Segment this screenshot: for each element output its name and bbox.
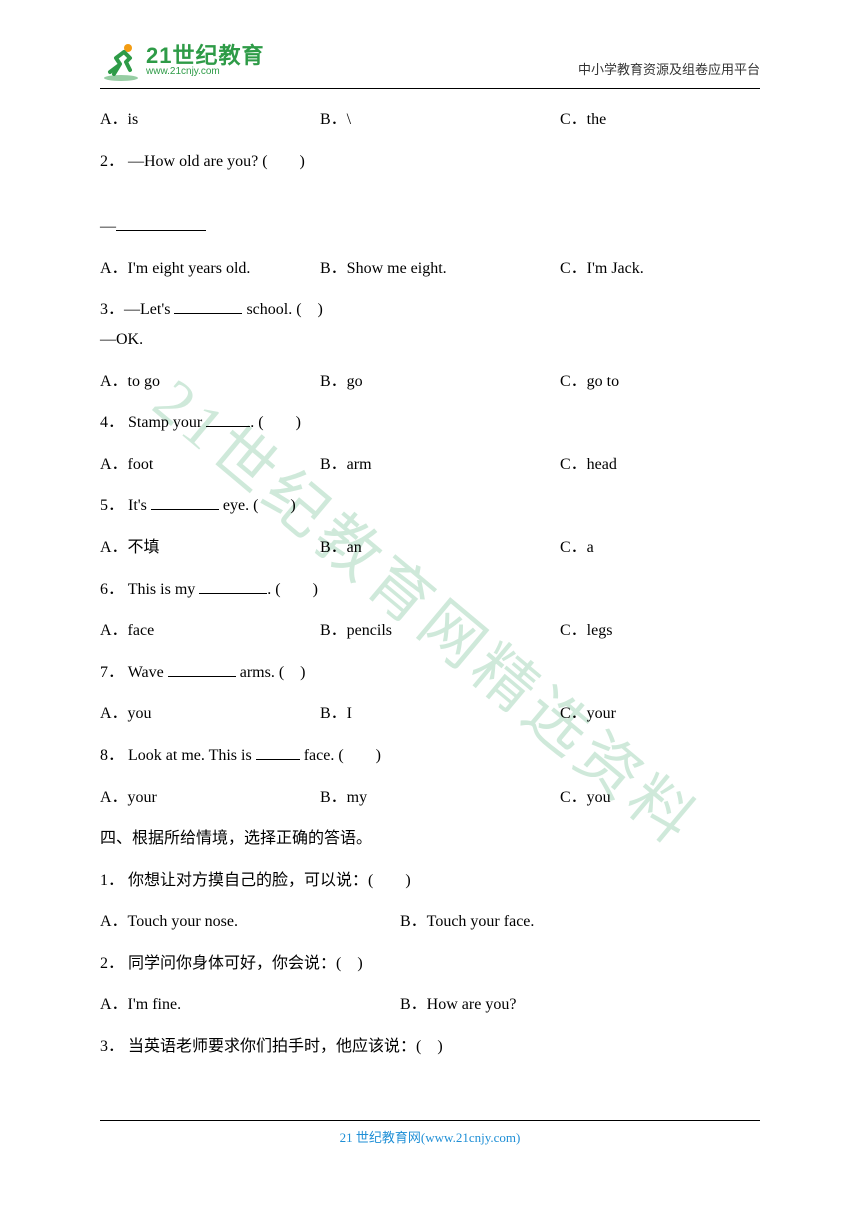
q1-options: A．is B．\ C．the bbox=[100, 107, 760, 133]
q3-opt-c: C．go to bbox=[560, 369, 760, 395]
q8-options: A．your B．my C．you bbox=[100, 785, 760, 811]
footer-rule bbox=[100, 1120, 760, 1121]
q5-opt-b: B．an bbox=[320, 535, 560, 561]
blank-line bbox=[206, 426, 250, 427]
q6-stem: 6． This is my . ( ) bbox=[100, 577, 760, 603]
q8-opt-b: B．my bbox=[320, 785, 560, 811]
q4-opt-b: B．arm bbox=[320, 452, 560, 478]
q3-options: A．to go B．go C．go to bbox=[100, 369, 760, 395]
footer-text: 21 世纪教育网(www.21cnjy.com) bbox=[100, 1127, 760, 1146]
q3-stem-before: 3．—Let's bbox=[100, 301, 174, 318]
q5-opt-c: C．a bbox=[560, 535, 760, 561]
q2-opt-a: A．I'm eight years old. bbox=[100, 256, 320, 282]
q5-options: A．不填 B．an C．a bbox=[100, 535, 760, 561]
blank-line bbox=[199, 593, 267, 594]
s4q1-stem: 1． 你想让对方摸自己的脸，可以说：( ) bbox=[100, 868, 760, 894]
q8-stem: 8． Look at me. This is face. ( ) bbox=[100, 743, 760, 769]
q7-options: A．you B．I C．your bbox=[100, 701, 760, 727]
q8-opt-c: C．you bbox=[560, 785, 760, 811]
q5-stem: 5． It's eye. ( ) bbox=[100, 493, 760, 519]
s4q2-stem: 2． 同学问你身体可好，你会说：( ) bbox=[100, 951, 760, 977]
q2-opt-b: B．Show me eight. bbox=[320, 256, 560, 282]
q1-opt-c: C．the bbox=[560, 107, 760, 133]
q7-stem: 7． Wave arms. ( ) bbox=[100, 660, 760, 686]
q7-opt-c: C．your bbox=[560, 701, 760, 727]
section4-title: 四、根据所给情境，选择正确的答语。 bbox=[100, 826, 760, 852]
q4-stem-before: 4． Stamp your bbox=[100, 414, 206, 431]
blank-line bbox=[151, 509, 219, 510]
q6-options: A．face B．pencils C．legs bbox=[100, 618, 760, 644]
logo-text-block: 21世纪教育 www.21cnjy.com bbox=[146, 45, 264, 77]
blank-line bbox=[174, 313, 242, 314]
q2-opt-c: C．I'm Jack. bbox=[560, 256, 760, 282]
s4q3-stem: 3． 当英语老师要求你们拍手时，他应该说：( ) bbox=[100, 1034, 760, 1060]
s4q1-opt-a: A．Touch your nose. bbox=[100, 909, 400, 935]
s4q2-options: A．I'm fine. B．How are you? bbox=[100, 992, 760, 1018]
q4-opt-c: C．head bbox=[560, 452, 760, 478]
q7-opt-b: B．I bbox=[320, 701, 560, 727]
q7-stem-after: arms. ( ) bbox=[236, 664, 306, 681]
q2-stem: 2． —How old are you? ( ) bbox=[100, 149, 760, 175]
blank-line bbox=[256, 759, 300, 760]
runner-icon bbox=[100, 40, 142, 82]
q1-opt-a: A．is bbox=[100, 107, 320, 133]
q7-stem-before: 7． Wave bbox=[100, 664, 168, 681]
s4q2-opt-a: A．I'm fine. bbox=[100, 992, 400, 1018]
blank-line bbox=[168, 676, 236, 677]
q4-opt-a: A．foot bbox=[100, 452, 320, 478]
page-container: 21世纪教育 www.21cnjy.com 中小学教育资源及组卷应用平台 A．i… bbox=[0, 0, 860, 1176]
q8-stem-before: 8． Look at me. This is bbox=[100, 747, 256, 764]
q3-opt-a: A．to go bbox=[100, 369, 320, 395]
q5-opt-a: A．不填 bbox=[100, 535, 320, 561]
q8-opt-a: A．your bbox=[100, 785, 320, 811]
q8-stem-after: face. ( ) bbox=[300, 747, 381, 764]
header: 21世纪教育 www.21cnjy.com 中小学教育资源及组卷应用平台 bbox=[100, 40, 760, 82]
header-rule bbox=[100, 88, 760, 89]
s4q2-opt-b: B．How are you? bbox=[400, 992, 760, 1018]
logo-cn-text: 21世纪教育 bbox=[146, 45, 264, 67]
q6-stem-after: . ( ) bbox=[267, 581, 318, 598]
q6-opt-b: B．pencils bbox=[320, 618, 560, 644]
q6-stem-before: 6． This is my bbox=[100, 581, 199, 598]
s4q1-options: A．Touch your nose. B．Touch your face. bbox=[100, 909, 760, 935]
q5-stem-before: 5． It's bbox=[100, 497, 151, 514]
s4q1-opt-b: B．Touch your face. bbox=[400, 909, 760, 935]
q4-stem-after: . ( ) bbox=[250, 414, 301, 431]
q2-options: A．I'm eight years old. B．Show me eight. … bbox=[100, 256, 760, 282]
blank-line bbox=[116, 230, 206, 231]
q4-options: A．foot B．arm C．head bbox=[100, 452, 760, 478]
q2-answer-blank: — bbox=[100, 214, 760, 240]
q6-opt-c: C．legs bbox=[560, 618, 760, 644]
logo-block: 21世纪教育 www.21cnjy.com bbox=[100, 40, 264, 82]
q3-reply: —OK. bbox=[100, 327, 760, 353]
q3-stem-after: school. ( ) bbox=[242, 301, 322, 318]
q7-opt-a: A．you bbox=[100, 701, 320, 727]
q2-dash-prefix: — bbox=[100, 218, 116, 235]
logo-url-text: www.21cnjy.com bbox=[146, 67, 264, 77]
content-body: A．is B．\ C．the 2． —How old are you? ( ) … bbox=[100, 107, 760, 1060]
q3-stem: 3．—Let's school. ( ) bbox=[100, 297, 760, 323]
q4-stem: 4． Stamp your . ( ) bbox=[100, 410, 760, 436]
q3-opt-b: B．go bbox=[320, 369, 560, 395]
header-right-text: 中小学教育资源及组卷应用平台 bbox=[578, 59, 760, 82]
q5-stem-after: eye. ( ) bbox=[219, 497, 296, 514]
q6-opt-a: A．face bbox=[100, 618, 320, 644]
q1-opt-b: B．\ bbox=[320, 107, 560, 133]
